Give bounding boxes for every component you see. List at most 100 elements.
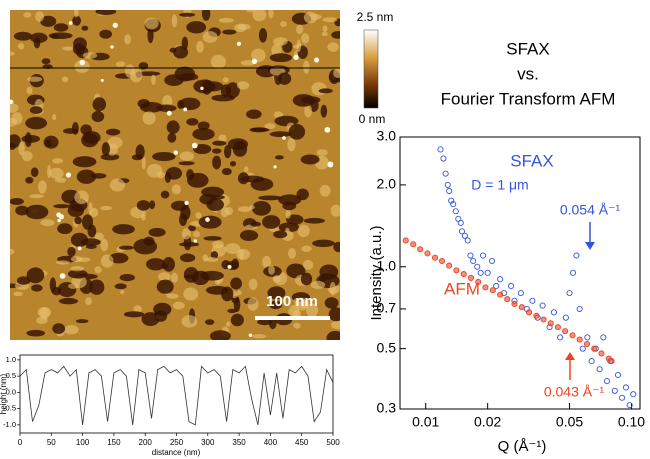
texture-blob xyxy=(10,134,21,148)
texture-blob xyxy=(301,245,312,252)
texture-blob xyxy=(324,297,339,309)
texture-blob xyxy=(90,207,99,218)
y-tick-label: 0.7 xyxy=(377,300,397,316)
data-point xyxy=(497,291,504,298)
texture-blob xyxy=(331,30,340,39)
chart-title: vs. xyxy=(517,64,539,83)
texture-spot xyxy=(10,99,14,105)
data-point xyxy=(461,232,468,239)
texture-spot xyxy=(293,54,299,60)
texture-blob xyxy=(62,46,74,51)
texture-blob xyxy=(193,143,212,155)
texture-blob xyxy=(195,212,202,219)
data-point xyxy=(518,304,525,311)
scale-bar-label: 100 nm xyxy=(266,293,318,310)
texture-spot xyxy=(100,78,104,82)
texture-blob xyxy=(278,194,302,206)
texture-blob xyxy=(70,266,85,272)
arrow-head xyxy=(585,242,595,250)
texture-blob xyxy=(278,222,300,233)
texture-blob xyxy=(119,245,134,250)
texture-blob xyxy=(179,241,200,247)
texture-blob xyxy=(100,254,114,268)
afm-texture xyxy=(10,10,340,340)
texture-blob xyxy=(174,66,196,82)
texture-blob xyxy=(287,137,296,152)
texture-blob xyxy=(285,209,291,219)
texture-blob xyxy=(40,15,57,27)
texture-spot xyxy=(57,218,61,223)
texture-blob xyxy=(329,281,336,296)
legend-label: AFM xyxy=(444,279,480,298)
data-point xyxy=(517,290,524,297)
texture-blob xyxy=(218,134,227,143)
texture-blob xyxy=(237,290,242,296)
data-point xyxy=(448,197,455,204)
texture-blob xyxy=(57,223,73,235)
texture-blob xyxy=(35,11,45,23)
texture-blob xyxy=(81,25,89,31)
texture-blob xyxy=(201,10,211,21)
texture-blob xyxy=(318,88,333,94)
texture-spot xyxy=(314,57,320,63)
legend-label: SFAX xyxy=(510,151,553,170)
texture-blob xyxy=(70,232,89,247)
data-point xyxy=(457,219,464,226)
texture-blob xyxy=(227,308,237,314)
texture-spot xyxy=(200,86,204,91)
texture-blob xyxy=(237,23,251,30)
arrow-head xyxy=(565,352,575,360)
texture-blob xyxy=(171,14,178,28)
texture-blob xyxy=(144,17,159,30)
texture-spot xyxy=(79,59,86,66)
texture-blob xyxy=(292,94,315,107)
texture-blob xyxy=(246,109,262,119)
texture-blob xyxy=(300,154,320,165)
texture-blob xyxy=(64,324,79,335)
texture-blob xyxy=(188,225,196,232)
y-axis-label: height (nm) xyxy=(0,373,8,414)
texture-blob xyxy=(171,272,178,283)
data-point xyxy=(467,252,474,259)
texture-blob xyxy=(13,291,24,297)
texture-blob xyxy=(181,315,198,328)
chart-title: Fourier Transform AFM xyxy=(441,89,616,108)
data-point xyxy=(529,297,536,304)
texture-blob xyxy=(74,190,89,204)
texture-blob xyxy=(333,241,340,253)
texture-blob xyxy=(210,54,226,69)
data-point xyxy=(484,269,491,276)
x-tick-label: 450 xyxy=(295,438,309,447)
texture-blob xyxy=(230,313,244,327)
texture-blob xyxy=(123,311,145,318)
texture-blob xyxy=(72,15,82,26)
data-point xyxy=(475,278,482,285)
data-point xyxy=(566,290,573,297)
texture-blob xyxy=(303,60,310,74)
texture-blob xyxy=(85,297,92,305)
data-point xyxy=(588,358,595,365)
texture-blob xyxy=(200,270,224,281)
texture-blob xyxy=(115,61,126,67)
texture-blob xyxy=(269,300,283,310)
texture-blob xyxy=(164,172,172,183)
texture-blob xyxy=(89,279,105,295)
texture-blob xyxy=(91,111,105,122)
texture-blob xyxy=(108,252,129,264)
data-point xyxy=(508,282,515,290)
texture-blob xyxy=(173,46,189,59)
data-point xyxy=(539,302,546,309)
data-point xyxy=(482,284,489,291)
data-point xyxy=(460,271,467,278)
texture-spot xyxy=(173,150,179,155)
data-point xyxy=(446,187,453,195)
texture-blob xyxy=(124,34,131,45)
texture-blob xyxy=(273,230,288,239)
texture-blob xyxy=(72,156,97,168)
data-point xyxy=(467,274,475,281)
texture-blob xyxy=(82,52,98,59)
texture-blob xyxy=(310,280,326,290)
texture-blob xyxy=(212,155,222,170)
texture-blob xyxy=(114,283,127,290)
